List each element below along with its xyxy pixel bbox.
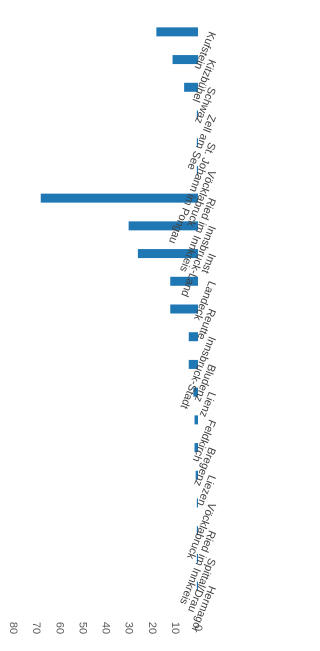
y-tick-20: 20 [146,622,158,634]
bar-8 [188,359,198,369]
y-tick-50: 50 [76,622,88,634]
bar-group [40,27,198,591]
y-tick-60: 60 [53,622,65,634]
bar-20 [156,27,198,37]
bar-16 [196,138,198,148]
bar-17 [196,110,198,120]
bar-4 [195,470,198,480]
bar-18 [184,82,198,92]
y-tick-80: 80 [7,622,19,634]
bar-0 [196,581,198,591]
bar-5 [194,443,198,453]
bar-19 [172,55,198,65]
bar-6 [194,415,198,425]
bar-1 [196,553,198,563]
bar-12 [137,249,198,259]
y-tick-0: 0 [192,625,204,631]
bar-14 [40,193,198,203]
bar-7 [193,387,198,397]
y-tick-10: 10 [169,622,181,634]
bar-2 [196,526,198,536]
bar-10 [170,304,198,314]
y-axis-ticks: 0 10 20 30 40 50 60 70 80 [7,622,204,634]
bar-13 [128,221,198,231]
bar-15 [196,165,198,175]
bar-9 [188,332,198,342]
y-tick-40: 40 [100,622,112,634]
y-tick-70: 70 [30,622,42,634]
bar-3 [196,498,198,508]
y-tick-30: 30 [123,622,135,634]
bar-11 [170,276,198,286]
